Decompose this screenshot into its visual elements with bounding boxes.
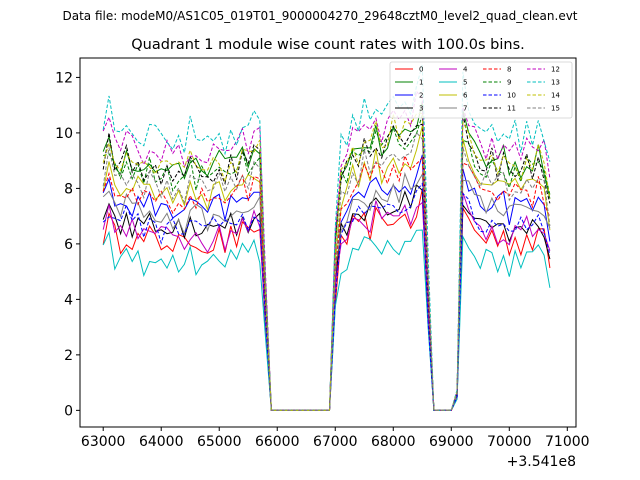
legend-label-10: 10	[507, 92, 516, 100]
y-tick-label-3: 6	[64, 237, 73, 253]
x-tick-label-6: 69000	[429, 434, 474, 450]
legend-frame	[389, 61, 573, 119]
series-line-13	[102, 64, 551, 411]
series-line-9	[103, 114, 551, 411]
x-tick-label-7: 70000	[487, 434, 532, 450]
legend-label-13: 13	[551, 79, 560, 87]
legend-label-0: 0	[419, 66, 423, 74]
x-tick-label-5: 68000	[371, 434, 416, 450]
chart-title: Quadrant 1 module wise count rates with …	[131, 37, 525, 53]
legend-label-9: 9	[507, 79, 511, 87]
x-tick-label-1: 64000	[139, 434, 184, 450]
legend-label-7: 7	[463, 105, 467, 113]
x-tick-label-8: 71000	[545, 434, 590, 450]
plot-area	[102, 64, 551, 411]
chart-suptitle: Data file: modeM0/AS1C05_019T01_90000042…	[62, 9, 577, 23]
axis-ticks: 63000 64000 65000 66000 67000 68000 69000 70000…	[55, 70, 589, 450]
legend-label-6: 6	[463, 92, 468, 100]
legend-label-15: 15	[551, 105, 560, 113]
x-tick-label-3: 66000	[255, 434, 300, 450]
y-tick-label-6: 12	[55, 70, 73, 86]
x-tick-label-2: 65000	[197, 434, 242, 450]
legend-label-8: 8	[507, 66, 511, 74]
x-tick-label-0: 63000	[81, 434, 126, 450]
y-tick-label-0: 0	[64, 403, 73, 419]
legend-label-14: 14	[551, 92, 560, 100]
y-tick-label-1: 2	[64, 348, 73, 364]
legend-label-1: 1	[419, 79, 423, 87]
x-tick-label-4: 67000	[313, 434, 358, 450]
legend-label-12: 12	[551, 66, 560, 74]
legend-label-11: 11	[507, 105, 516, 113]
y-tick-label-4: 8	[64, 181, 73, 197]
series-line-15	[102, 131, 551, 411]
y-tick-label-2: 4	[64, 292, 73, 308]
legend-label-3: 3	[419, 105, 423, 113]
axes-frame	[79, 57, 577, 428]
x-offset-label: +3.541e8	[507, 454, 576, 470]
legend-label-4: 4	[463, 66, 468, 74]
legend-label-2: 2	[419, 92, 423, 100]
y-tick-label-5: 10	[55, 126, 73, 142]
legend-label-5: 5	[463, 79, 467, 87]
